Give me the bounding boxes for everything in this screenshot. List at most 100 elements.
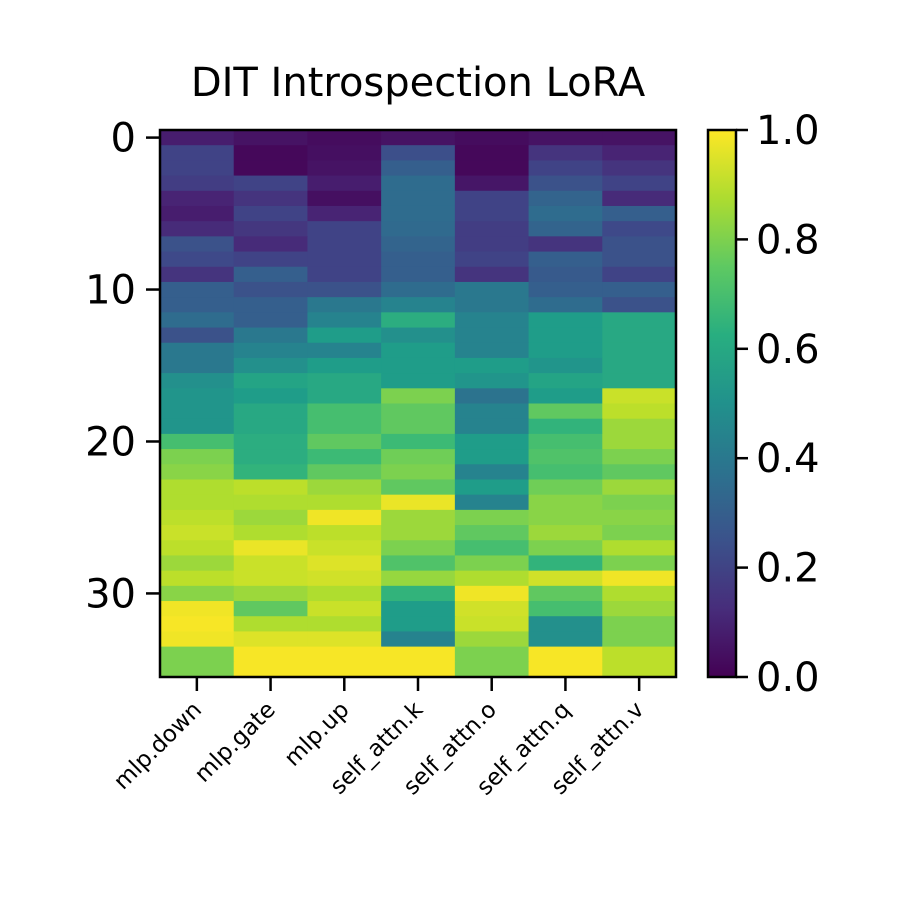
heatmap-cell xyxy=(454,236,530,253)
heatmap-cell xyxy=(307,388,382,405)
heatmap-cell xyxy=(528,190,603,207)
heatmap-cell xyxy=(528,494,603,511)
heatmap-cell xyxy=(602,433,677,450)
heatmap-cell xyxy=(381,357,456,374)
heatmap-cell xyxy=(307,525,382,541)
heatmap-cell xyxy=(528,616,603,633)
heatmap-cell xyxy=(233,297,309,313)
heatmap-cell xyxy=(381,145,456,161)
heatmap-cell xyxy=(381,631,456,648)
heatmap-cell xyxy=(454,525,530,541)
heatmap-cell xyxy=(454,449,530,465)
x-tick-label: mlp.down xyxy=(109,697,207,795)
heatmap-cell xyxy=(233,236,309,253)
heatmap-cell xyxy=(233,145,309,161)
heatmap-cell xyxy=(307,130,382,146)
heatmap-cell xyxy=(233,464,309,481)
y-tick-label: 10 xyxy=(85,268,136,314)
heatmap-cell xyxy=(528,449,603,465)
heatmap-cell xyxy=(160,540,235,557)
heatmap-cells xyxy=(160,130,677,678)
heatmap-cell xyxy=(602,251,677,268)
heatmap-cell xyxy=(528,160,603,177)
heatmap-cell xyxy=(381,312,456,329)
heatmap-cell xyxy=(528,221,603,237)
heatmap-cell xyxy=(160,464,235,481)
heatmap-cell xyxy=(528,388,603,405)
heatmap-cell xyxy=(528,281,603,298)
heatmap-cell xyxy=(602,373,677,389)
heatmap-cell xyxy=(160,601,235,617)
heatmap-cell xyxy=(160,251,235,268)
heatmap-cell xyxy=(307,251,382,268)
heatmap-cell xyxy=(160,661,235,678)
heatmap-cell xyxy=(160,494,235,511)
heatmap-cell xyxy=(454,494,530,511)
heatmap-cell xyxy=(307,145,382,161)
x-tick-label: mlp.up xyxy=(280,697,355,772)
heatmap-cell xyxy=(381,266,456,283)
heatmap-cell xyxy=(602,327,677,344)
heatmap-cell xyxy=(307,494,382,511)
heatmap-cell xyxy=(233,190,309,207)
heatmap-cell xyxy=(528,373,603,389)
heatmap-cell xyxy=(233,661,309,678)
heatmap-cell xyxy=(381,373,456,389)
heatmap-cell xyxy=(233,373,309,389)
heatmap-cell xyxy=(233,342,309,359)
heatmap-cell xyxy=(233,327,309,344)
heatmap-cell xyxy=(454,145,530,161)
heatmap-cell xyxy=(160,175,235,192)
x-tick-label: mlp.gate xyxy=(190,697,281,788)
heatmap-cell xyxy=(528,342,603,359)
heatmap-cell xyxy=(307,540,382,557)
heatmap-cell xyxy=(307,479,382,496)
heatmap-cell xyxy=(602,266,677,283)
heatmap-cell xyxy=(528,661,603,678)
heatmap-cell xyxy=(233,525,309,541)
heatmap-cell xyxy=(160,236,235,253)
heatmap-cell xyxy=(602,449,677,465)
heatmap-cell xyxy=(160,525,235,541)
heatmap-cell xyxy=(602,145,677,161)
heatmap-cell xyxy=(233,433,309,450)
heatmap-cell xyxy=(160,616,235,633)
heatmap-cell xyxy=(454,130,530,146)
heatmap-cell xyxy=(233,281,309,298)
heatmap-cell xyxy=(454,221,530,237)
heatmap-cell xyxy=(454,646,530,663)
heatmap-cell xyxy=(602,357,677,374)
heatmap-cell xyxy=(528,312,603,329)
heatmap-cell xyxy=(602,616,677,633)
heatmap-cell xyxy=(528,555,603,572)
heatmap-cell xyxy=(381,570,456,587)
heatmap-cell xyxy=(160,585,235,602)
colorbar-tick-label: 1.0 xyxy=(756,108,820,154)
heatmap-cell xyxy=(381,555,456,572)
heatmap-cell xyxy=(454,403,530,420)
heatmap-cell xyxy=(160,357,235,374)
heatmap-cell xyxy=(454,342,530,359)
heatmap-cell xyxy=(454,373,530,389)
heatmap-cell xyxy=(307,175,382,192)
heatmap-cell xyxy=(454,601,530,617)
heatmap-cell xyxy=(160,631,235,648)
heatmap-cell xyxy=(528,251,603,268)
heatmap-cell xyxy=(233,494,309,511)
heatmap-cell xyxy=(454,631,530,648)
heatmap-cell xyxy=(381,342,456,359)
heatmap-cell xyxy=(528,175,603,192)
heatmap-cell xyxy=(602,130,677,146)
heatmap-cell xyxy=(307,433,382,450)
heatmap-cell xyxy=(602,190,677,207)
heatmap-cell xyxy=(528,464,603,481)
heatmap-cell xyxy=(602,585,677,602)
heatmap-cell xyxy=(528,418,603,435)
heatmap-cell xyxy=(160,449,235,465)
heatmap-cell xyxy=(381,175,456,192)
heatmap-cell xyxy=(454,661,530,678)
heatmap-cell xyxy=(528,509,603,526)
y-tick-label: 20 xyxy=(85,419,136,465)
heatmap-cell xyxy=(381,494,456,511)
heatmap-cell xyxy=(528,266,603,283)
